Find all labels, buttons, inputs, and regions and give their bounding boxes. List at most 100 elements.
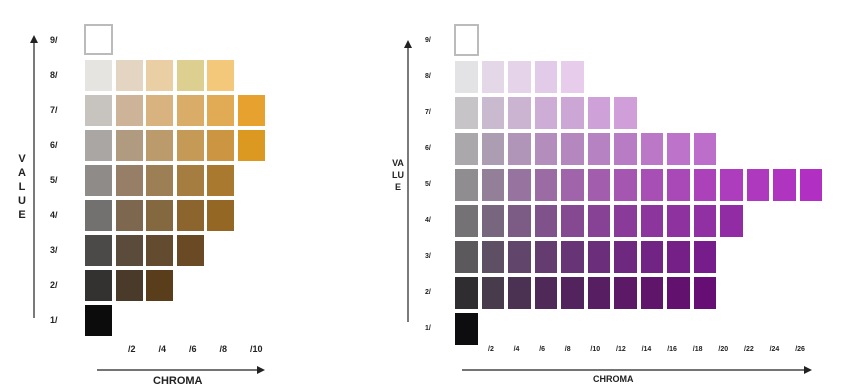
- value-tick-label: 8/: [50, 70, 58, 80]
- color-chip: [533, 240, 558, 274]
- value-axis-arrowhead: [30, 35, 38, 43]
- color-chip: [613, 168, 638, 202]
- chroma-axis-arrowhead: [804, 366, 812, 374]
- chroma-tick-label: /2: [128, 344, 136, 354]
- color-chip: [145, 164, 174, 197]
- color-chip: [236, 94, 266, 127]
- chroma-tick-label: /24: [769, 346, 780, 353]
- color-chip: [613, 204, 638, 238]
- color-chip: [114, 164, 144, 197]
- chroma-tick-label: /4: [158, 344, 167, 354]
- color-chip: [586, 204, 611, 238]
- color-chip: [719, 168, 744, 202]
- color-chip: [454, 240, 479, 274]
- color-chip: [745, 168, 770, 202]
- color-chip: [206, 199, 235, 232]
- color-chip: [114, 234, 144, 267]
- color-chip: [692, 132, 717, 166]
- color-chip: [206, 164, 235, 197]
- color-chip: [454, 60, 479, 94]
- color-chip: [145, 59, 174, 92]
- color-chip: [613, 240, 638, 274]
- chroma-tick-label: /26: [795, 346, 805, 353]
- color-chip: [533, 60, 558, 94]
- value-tick-label: 7/: [50, 105, 58, 115]
- chroma-tick-label: /4: [513, 346, 520, 353]
- chroma-tick-label: /18: [692, 346, 703, 353]
- color-chip: [666, 276, 691, 310]
- color-chip: [84, 304, 113, 337]
- color-chip: [533, 204, 558, 238]
- color-chip: [114, 199, 144, 232]
- color-chip: [84, 59, 113, 92]
- color-chip: [145, 94, 174, 127]
- color-chip: [507, 240, 532, 274]
- chroma-tick-label: /20: [718, 346, 729, 353]
- value-tick-label: 5/: [425, 180, 431, 188]
- color-chip: [206, 94, 235, 127]
- color-chip: [84, 269, 113, 302]
- color-chip: [236, 129, 266, 162]
- color-chip: [84, 164, 113, 197]
- white-swatch-9: [84, 24, 113, 55]
- color-chip: [454, 132, 479, 166]
- color-chip: [639, 168, 664, 202]
- color-chip: [692, 168, 717, 202]
- color-chip: [639, 132, 664, 166]
- color-chip: [480, 168, 505, 202]
- color-chip: [666, 168, 691, 202]
- color-chip: [639, 276, 664, 310]
- value-tick-label: 2/: [50, 280, 58, 290]
- color-chip: [798, 168, 823, 202]
- value-tick-label: 4/: [50, 210, 58, 220]
- chroma-axis-label: CHROMA: [153, 375, 203, 387]
- color-chip: [692, 240, 717, 274]
- color-chip: [84, 234, 113, 267]
- color-chip: [560, 168, 585, 202]
- color-chip: [586, 168, 611, 202]
- chroma-axis-label: CHROMA: [593, 374, 634, 384]
- color-chip: [454, 96, 479, 130]
- value-tick-label: 9/: [50, 35, 58, 45]
- chroma-tick-label: /14: [641, 346, 652, 353]
- value-tick-label: 3/: [425, 252, 431, 260]
- color-chip: [454, 204, 479, 238]
- color-chip: [175, 199, 205, 232]
- chroma-tick-label: /10: [250, 344, 263, 354]
- chroma-tick-label: /2: [488, 346, 494, 353]
- color-chip: [533, 168, 558, 202]
- color-chip: [586, 96, 611, 130]
- color-chip: [666, 240, 691, 274]
- color-chip: [719, 204, 744, 238]
- color-chip: [175, 59, 205, 92]
- color-chip: [114, 59, 144, 92]
- value-tick-label: 7/: [425, 108, 431, 116]
- chroma-tick-label: /22: [744, 346, 754, 353]
- value-tick-label: 2/: [425, 288, 431, 296]
- chroma-tick-label: /16: [667, 346, 677, 353]
- value-tick-label: 1/: [50, 315, 58, 325]
- color-chip: [586, 240, 611, 274]
- color-chip: [507, 168, 532, 202]
- color-chip: [533, 132, 558, 166]
- color-chip: [480, 276, 505, 310]
- color-chip: [175, 164, 205, 197]
- color-chip: [533, 276, 558, 310]
- color-chip: [560, 60, 585, 94]
- white-swatch-9: [454, 24, 479, 56]
- value-axis-label: VALUE: [392, 158, 404, 192]
- color-chip: [480, 96, 505, 130]
- color-chip: [145, 129, 174, 162]
- color-chip: [454, 276, 479, 310]
- value-tick-label: 6/: [425, 144, 431, 152]
- chroma-tick-label: /8: [564, 346, 571, 353]
- color-chip: [114, 129, 144, 162]
- color-chip: [480, 60, 505, 94]
- color-chip: [560, 132, 585, 166]
- color-chip: [772, 168, 797, 202]
- color-chip: [114, 269, 144, 302]
- color-chip: [586, 276, 611, 310]
- color-chip: [507, 132, 532, 166]
- color-chip: [507, 60, 532, 94]
- color-chip: [480, 204, 505, 238]
